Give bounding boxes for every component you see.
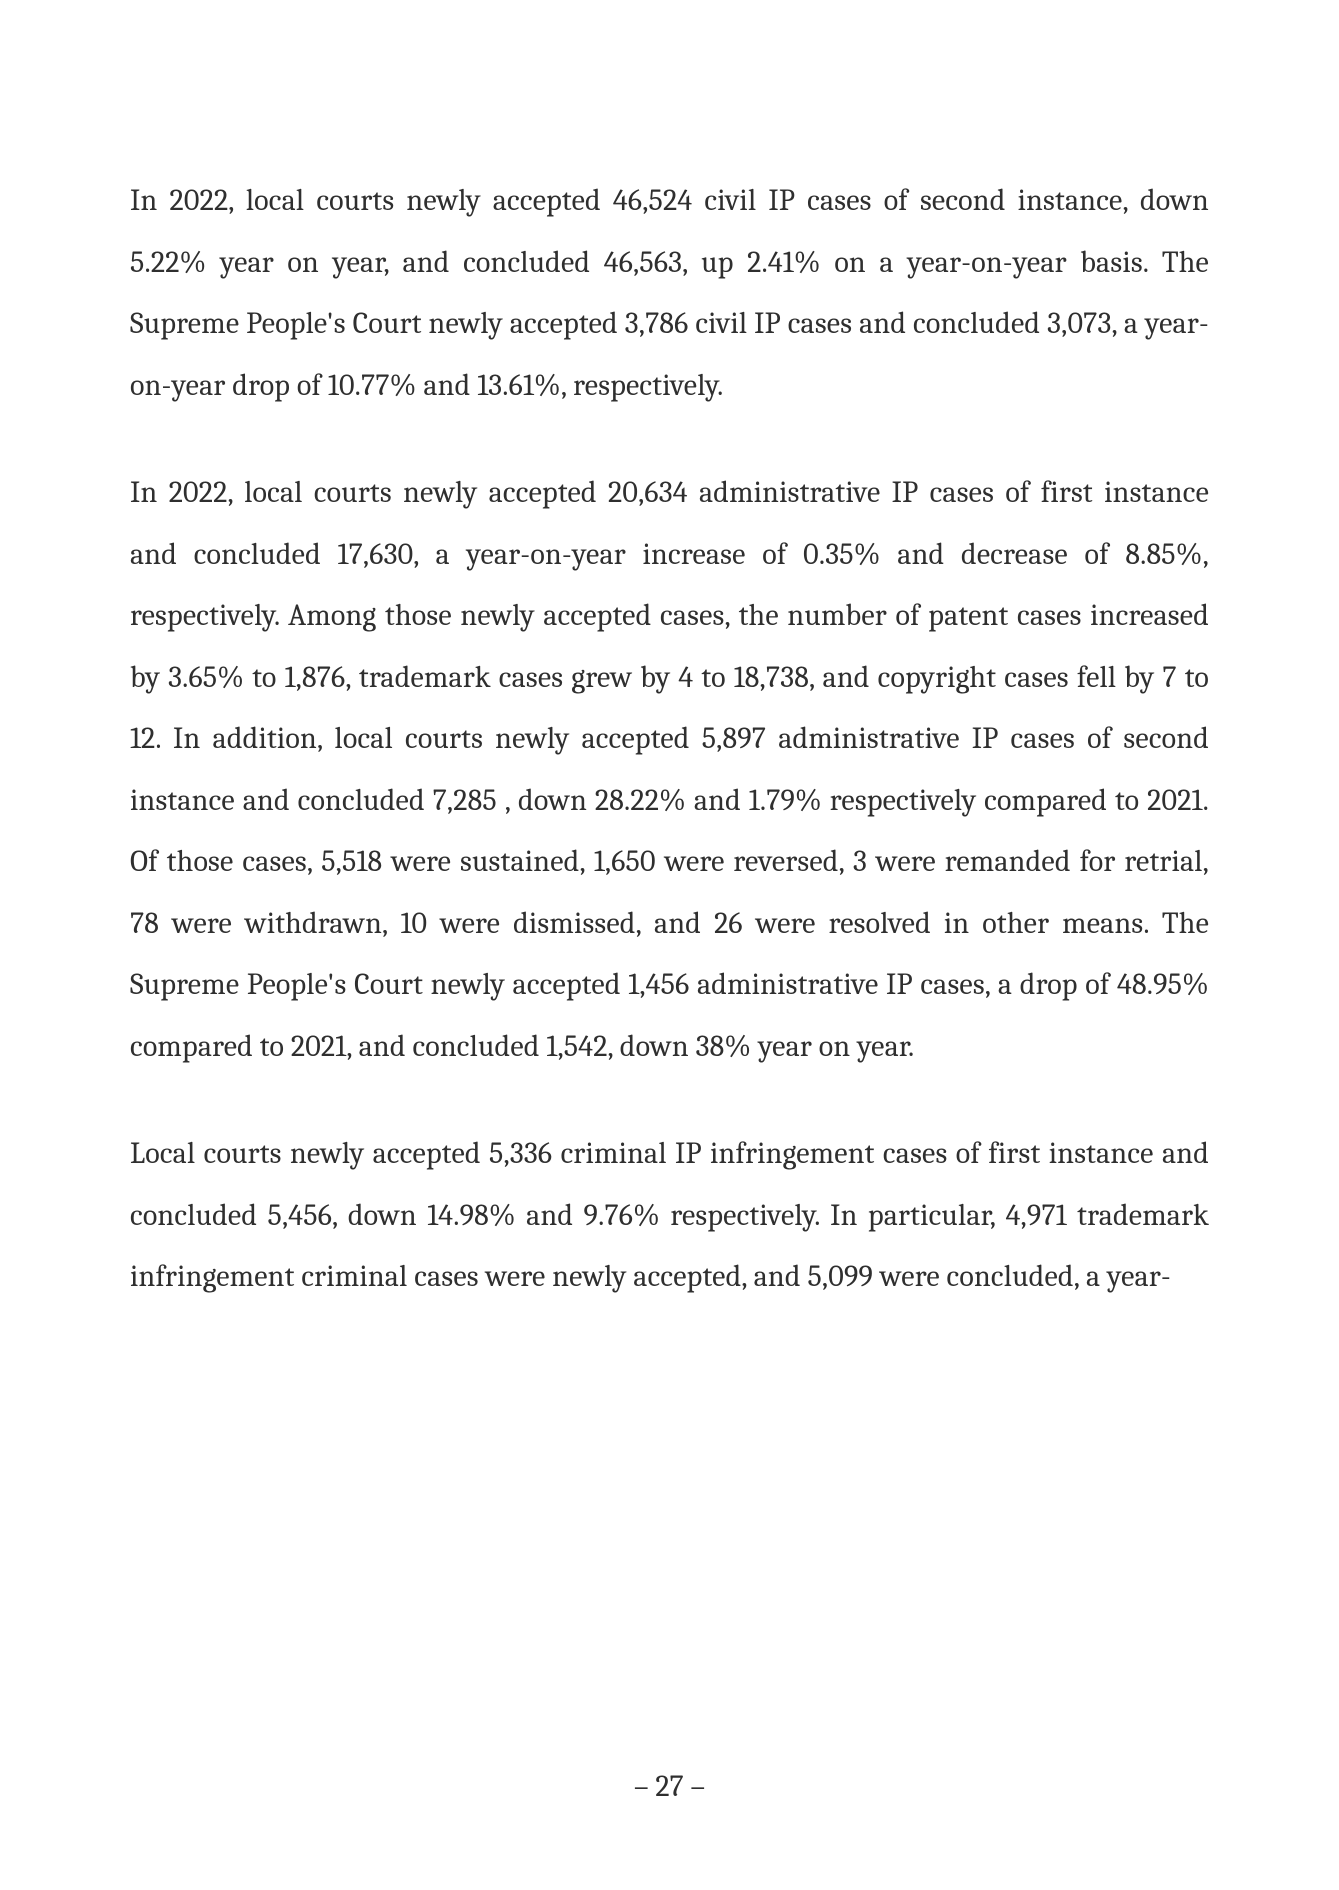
document-page: In 2022, local courts newly accepted 46,… [0,0,1339,1890]
page-number: – 27 – [0,1769,1339,1804]
paragraph-3: Local courts newly accepted 5,336 crimin… [130,1123,1209,1308]
paragraph-1: In 2022, local courts newly accepted 46,… [130,170,1209,416]
paragraph-2: In 2022, local courts newly accepted 20,… [130,462,1209,1077]
